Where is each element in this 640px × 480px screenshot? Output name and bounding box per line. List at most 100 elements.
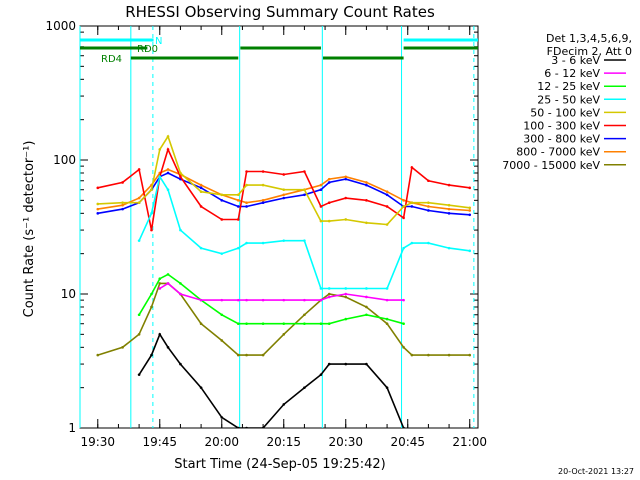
data-point [327, 287, 331, 290]
data-point [344, 287, 348, 290]
data-point [179, 282, 182, 285]
data-point [236, 426, 240, 428]
data-point [150, 188, 153, 192]
data-point [121, 207, 124, 211]
data-point [344, 177, 348, 181]
data-point [96, 207, 100, 211]
data-point [410, 205, 414, 208]
data-point [236, 353, 240, 357]
data-point [158, 333, 162, 336]
data-point [150, 353, 153, 357]
data-point [303, 313, 306, 317]
x-tick-label: 20:45 [390, 435, 425, 449]
data-point [468, 209, 472, 212]
series-line-800-7000-kev [97, 168, 470, 212]
data-point [327, 292, 331, 296]
x-axis-label: Start Time (24-Sep-05 19:25:42) [174, 457, 385, 472]
data-point [199, 186, 203, 190]
flag-label-rd4: RD4 [101, 54, 122, 65]
data-point [365, 183, 368, 187]
series-line-3-6-kev [138, 332, 405, 428]
data-point [245, 426, 248, 428]
x-tick-label: 19:30 [80, 435, 115, 449]
data-point [303, 298, 306, 302]
data-point [96, 186, 100, 190]
data-point [220, 416, 224, 419]
data-point [158, 175, 162, 179]
data-point [166, 171, 170, 175]
data-point [385, 205, 389, 208]
series-line-25-50-kev [138, 174, 470, 290]
data-point [121, 201, 124, 205]
data-point [166, 282, 170, 285]
data-point [166, 168, 170, 171]
data-point [385, 223, 389, 226]
data-point [365, 181, 368, 184]
data-point [344, 317, 348, 321]
data-point [282, 239, 286, 242]
data-point [261, 183, 265, 187]
legend-header-line-2: FDecim 2, Att 0 [547, 45, 632, 58]
data-point [319, 219, 323, 223]
data-point [319, 298, 323, 302]
data-point [179, 171, 182, 175]
data-point [236, 205, 240, 208]
data-point [121, 203, 124, 207]
data-point [166, 273, 170, 276]
data-point [166, 135, 170, 138]
data-point [179, 175, 182, 179]
data-point [137, 373, 141, 376]
data-point [261, 241, 265, 245]
data-point [344, 362, 348, 366]
data-point [402, 298, 405, 302]
data-point [282, 193, 286, 197]
data-point [261, 298, 265, 302]
data-point [402, 346, 405, 349]
data-point [220, 313, 224, 317]
data-point [447, 212, 451, 215]
data-point [236, 199, 240, 202]
data-point [199, 386, 203, 389]
data-point [236, 218, 240, 221]
chart-title: RHESSI Observing Summary Count Rates [125, 3, 435, 21]
legend-label: 7000 - 15000 keV [502, 159, 600, 172]
data-point [447, 183, 451, 187]
data-point [410, 201, 414, 205]
data-point [179, 228, 182, 232]
data-point [447, 203, 451, 207]
data-point [468, 206, 472, 210]
data-point [220, 252, 224, 255]
data-point [220, 339, 224, 342]
series-line-6-12-kev [159, 282, 404, 301]
data-point [402, 216, 405, 220]
data-point [402, 426, 405, 428]
data-point [385, 298, 389, 302]
data-point [199, 246, 203, 250]
data-point [385, 386, 389, 389]
data-point [427, 205, 430, 208]
data-point [150, 292, 153, 296]
data-point [261, 322, 265, 326]
data-point [282, 298, 286, 302]
data-point [447, 207, 451, 211]
data-point [282, 196, 286, 200]
data-point [410, 353, 414, 357]
data-point [319, 373, 323, 376]
data-point [245, 353, 248, 357]
data-point [158, 282, 162, 285]
footer-timestamp: 20-Oct-2021 13:27 [558, 467, 634, 476]
data-point [137, 333, 141, 336]
y-tick-label: 100 [53, 153, 76, 167]
data-point [365, 295, 368, 299]
data-point [402, 205, 405, 208]
data-point [468, 353, 472, 357]
data-point [137, 313, 141, 317]
data-point [365, 199, 368, 202]
series-line-50-100-kev [97, 134, 470, 226]
x-tick-label: 20:15 [266, 435, 301, 449]
data-point [282, 322, 286, 326]
data-point [121, 181, 124, 184]
data-point [427, 209, 430, 212]
data-point [344, 218, 348, 221]
